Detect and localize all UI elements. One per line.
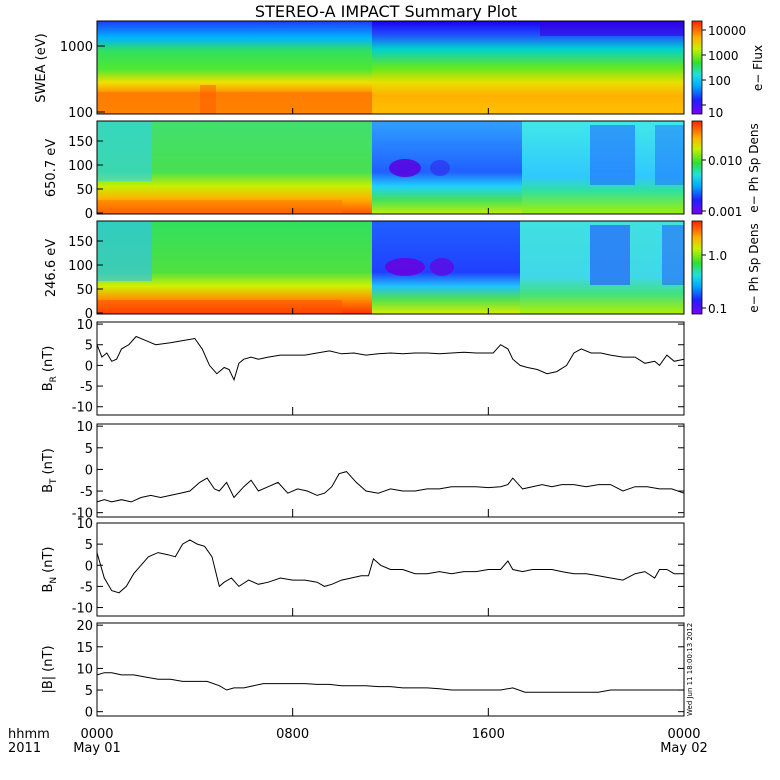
- pa246-colorbar-tick-01: 0.1: [708, 302, 727, 316]
- pa650-ytick-150: 150: [68, 135, 93, 150]
- pa246-ytick-50: 50: [76, 283, 93, 298]
- pa246-colorbar-label: e− Ph Sp Dens: [747, 223, 761, 312]
- panel-br: 10 5 0 -5 -10 BR (nT): [41, 318, 685, 416]
- swea-ytick-label-100: 100: [68, 106, 93, 121]
- bt-ylabel-unit: (nT): [41, 448, 56, 474]
- pa650-colorbar: 0.010 0.001 e− Ph Sp Dens: [691, 120, 761, 219]
- bmag-ytick-label: 10: [76, 662, 93, 677]
- x-tick-label-hhmm: 0000: [80, 727, 113, 742]
- pa246-ytick-100: 100: [68, 259, 93, 274]
- pa650-ytick-0: 0: [85, 207, 93, 222]
- bn-ylabel: BN (nT): [41, 547, 59, 593]
- pa246-ylabel: 246.6 eV: [44, 239, 59, 297]
- br-ytick-label: 0: [85, 359, 93, 374]
- br-ytick-label: -10: [72, 401, 93, 416]
- br-ylabel-unit: (nT): [41, 346, 56, 372]
- bn-series-line: [96, 539, 684, 594]
- swea-colorbar-tick-10000: 10000: [708, 24, 746, 38]
- br-ylabel-symbol: B: [41, 382, 56, 391]
- pa650-colorbar-tick-0001: 0.001: [708, 205, 742, 219]
- swea-colorbar-tick-10: 10: [708, 106, 723, 120]
- br-ytick-label: 5: [85, 339, 93, 354]
- br-series-line: [96, 335, 685, 382]
- x-tick-label-date: May 01: [73, 741, 121, 756]
- panel-pa-246: 246.6 eV 150 100 50 0 1.0 0.1 e− Ph Sp D…: [44, 220, 761, 322]
- swea-colorbar-tick-100: 100: [708, 74, 731, 88]
- bt-ytick-label: 5: [85, 442, 93, 457]
- bn-ytick-label: -5: [80, 580, 93, 595]
- swea-ytick-label-1000: 1000: [60, 40, 93, 55]
- bt-ytick-label: 10: [76, 420, 93, 435]
- bmag-frame: [96, 622, 685, 717]
- pa650-yticks: 150 100 50 0: [68, 135, 103, 222]
- bn-frame: [96, 522, 685, 617]
- bn-ytick-label: 10: [76, 517, 93, 532]
- x-tick-label-hhmm: 1600: [472, 727, 505, 742]
- bn-ylabel-symbol: B: [41, 584, 56, 593]
- br-ytick-label: 10: [76, 318, 93, 333]
- pa246-colorbar-tick-1: 1.0: [708, 249, 727, 263]
- pa650-colorbar-tick-0010: 0.010: [708, 154, 742, 168]
- swea-colorbar: 10000 1000 100 10 e− Flux: [691, 20, 765, 120]
- pa650-ytick-100: 100: [68, 159, 93, 174]
- br-ylabel: BR (nT): [41, 346, 59, 392]
- bt-ylabel-symbol: B: [41, 484, 56, 493]
- bt-ytick-label: -5: [80, 485, 93, 500]
- br-ylabel-subscript: R: [49, 376, 59, 382]
- bt-series-line: [96, 471, 685, 503]
- br-ytick-label: -5: [80, 380, 93, 395]
- x-tick-label-date: May 02: [660, 741, 708, 756]
- panel-pa-650: 650.7 eV 150 100 50 0 0.010 0.001 e− Ph …: [44, 120, 761, 222]
- swea-ytick-1000: 1000: [60, 40, 105, 55]
- bt-ylabel: BT (nT): [41, 448, 59, 493]
- swea-colorbar-tick-1000: 1000: [708, 49, 739, 63]
- swea-ylabel: SWEA (eV): [34, 33, 49, 102]
- panel-bmag: 20 15 10 5 0 |B| (nT): [41, 619, 685, 721]
- generation-stamp: Wed Jun 11 18:00:13 2012: [686, 623, 694, 716]
- x-corner-bottom: 2011: [8, 741, 41, 756]
- bt-ytick-label: 0: [85, 463, 93, 478]
- x-corner-top: hhmm: [8, 727, 50, 742]
- pa246-yticks: 150 100 50 0: [68, 235, 103, 322]
- pa246-spectrogram: [97, 221, 684, 314]
- swea-spectrogram: [97, 21, 684, 114]
- swea-colorbar-label: e− Flux: [751, 45, 765, 91]
- bt-ylabel-subscript: T: [49, 478, 59, 485]
- bt-ytick-label: -10: [72, 507, 93, 522]
- magnetic-field-panels: 1050-5-10BR(nT)1050-5-10BT(nT)1050-5-10B…: [41, 108, 685, 721]
- x-tick-label-hhmm: 0000: [667, 727, 700, 742]
- bmag-ylabel-symbol: |B|: [41, 676, 56, 694]
- bmag-ytick-label: 0: [85, 706, 93, 721]
- panel-bn: 10 5 0 -5 -10 BN (nT): [41, 517, 685, 617]
- bmag-ylabel: |B| (nT): [41, 645, 56, 693]
- pa650-ylabel: 650.7 eV: [44, 139, 59, 197]
- bmag-ytick-label: 20: [76, 619, 93, 634]
- pa650-spectrogram: [97, 121, 684, 214]
- pa246-colorbar: 1.0 0.1 e− Ph Sp Dens: [691, 220, 761, 316]
- pa650-colorbar-label: e− Ph Sp Dens: [747, 123, 761, 212]
- bn-ytick-label: 0: [85, 559, 93, 574]
- swea-ytick-100: 100: [68, 106, 105, 121]
- bn-ytick-label: -10: [72, 602, 93, 617]
- bmag-ytick-label: 15: [76, 641, 93, 656]
- pa650-ytick-50: 50: [76, 183, 93, 198]
- bn-ytick-label: 5: [85, 538, 93, 553]
- bmag-ytick-label: 5: [85, 684, 93, 699]
- figure-title: STEREO-A IMPACT Summary Plot: [255, 2, 517, 21]
- pa246-ytick-150: 150: [68, 235, 93, 250]
- bn-ylabel-subscript: N: [49, 577, 59, 584]
- panel-swea: SWEA (eV) 1000 100 10000 1000 100 10 e− …: [34, 20, 765, 121]
- bmag-series-line: [96, 672, 684, 693]
- pa246-ytick-0: 0: [85, 307, 93, 322]
- bn-ylabel-unit: (nT): [41, 547, 56, 573]
- x-tick-label-hhmm: 0800: [276, 727, 309, 742]
- panel-bt: 10 5 0 -5 -10 BT (nT): [41, 420, 685, 522]
- br-frame: [96, 321, 685, 416]
- bmag-ylabel-unit: (nT): [41, 645, 56, 671]
- bt-frame: [96, 423, 685, 518]
